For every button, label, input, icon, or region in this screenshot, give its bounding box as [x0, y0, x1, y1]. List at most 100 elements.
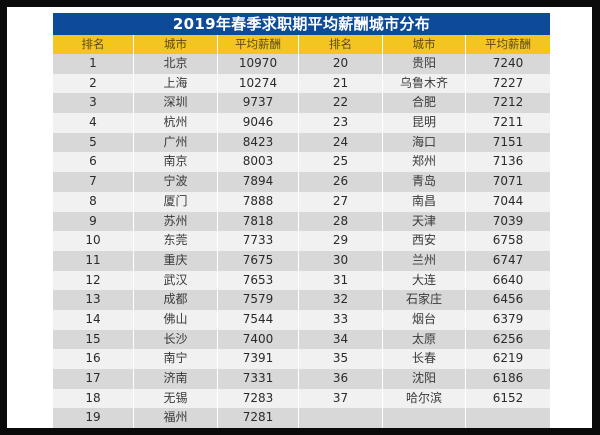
salary-cell: 8423: [218, 132, 299, 153]
salary-cell: 7044: [492, 193, 524, 208]
city-cell: 南宁: [134, 349, 218, 369]
salary-cell: [466, 408, 550, 428]
salary-cell: 7733: [218, 231, 299, 251]
rank-cell: 10: [53, 231, 134, 251]
city-cell: 海口: [383, 132, 466, 153]
rank-cell: 31: [299, 270, 383, 291]
salary-cell: 6640: [492, 272, 524, 287]
city-cell: 杭州: [134, 113, 218, 133]
city-cell: 贵阳: [383, 54, 466, 74]
table-row: 16 南宁 7391 35 长春 6219: [53, 349, 550, 369]
rank-cell: 28: [299, 211, 383, 232]
table-row: 10 东莞 7733 29 西安 6758: [53, 231, 550, 251]
city-cell: 武汉: [134, 270, 218, 291]
city-cell: 无锡: [134, 388, 218, 409]
rank-cell: 18: [53, 388, 134, 409]
rank-cell: 30: [299, 250, 383, 271]
city-cell: [383, 408, 466, 429]
rank-cell: 16: [53, 349, 134, 369]
image-canvas: 2019年春季求职期平均薪酬城市分布 排名 城市 平均薪酬 排名 城市 平均薪酬…: [7, 7, 592, 429]
rank-cell: 2: [53, 73, 134, 94]
salary-cell: 6219: [492, 351, 524, 366]
rank-cell: 12: [53, 270, 134, 291]
rank-cell: 34: [299, 329, 383, 350]
rank-cell: 6: [53, 152, 134, 173]
salary-cell: 6456: [492, 292, 524, 307]
salary-cell: 7818: [218, 211, 299, 232]
salary-cell: 7212: [492, 95, 524, 110]
city-cell: 重庆: [134, 250, 218, 271]
salary-cell: 7391: [218, 349, 299, 369]
rank-cell: 15: [53, 329, 134, 350]
rank-cell: 3: [53, 93, 134, 114]
salary-cell: 7544: [218, 309, 299, 330]
city-cell: 青岛: [383, 172, 466, 192]
salary-cell: 7894: [218, 172, 299, 192]
table-body: 1 北京 10970 20 贵阳 7240 2 上海 10274 21 乌鲁木齐 7227 3 深圳 973…: [53, 54, 550, 429]
salary-cell: 7151: [492, 134, 524, 149]
city-cell: 沈阳: [383, 369, 466, 389]
city-cell: 西安: [383, 231, 466, 251]
table-row: 1 北京 10970 20 贵阳 7240: [53, 54, 550, 74]
rank-cell: 24: [299, 132, 383, 153]
table-row: 2 上海 10274 21 乌鲁木齐 7227: [53, 73, 550, 94]
rank-cell: 1: [53, 54, 134, 74]
salary-cell: 6747: [492, 252, 524, 267]
table-row: 9 苏州 7818 28 天津 7039: [53, 211, 550, 232]
city-cell: 昆明: [383, 113, 466, 133]
rank-cell: 32: [299, 290, 383, 310]
rank-cell: [299, 408, 383, 429]
salary-cell: 7888: [218, 191, 299, 212]
salary-cell: 7653: [218, 270, 299, 291]
rank-cell: 8: [53, 191, 134, 212]
rank-cell: 22: [299, 93, 383, 114]
rank-cell: 27: [299, 191, 383, 212]
table-row: 7 宁波 7894 26 青岛 7071: [53, 172, 550, 192]
table-row: 17 济南 7331 36 沈阳 6186: [53, 369, 550, 389]
city-cell: 烟台: [383, 309, 466, 330]
city-cell: 乌鲁木齐: [383, 73, 466, 94]
city-cell: 合肥: [383, 93, 466, 114]
salary-cell: 7039: [492, 213, 524, 228]
table-row: 5 广州 8423 24 海口 7151: [53, 132, 550, 153]
salary-cell: 7227: [492, 75, 524, 90]
salary-cell: 8003: [218, 152, 299, 173]
city-cell: 上海: [134, 73, 218, 94]
city-cell: 哈尔滨: [383, 388, 466, 409]
rank-cell: 33: [299, 309, 383, 330]
salary-cell: 7400: [218, 329, 299, 350]
rank-cell: 36: [299, 369, 383, 389]
city-cell: 长春: [383, 349, 466, 369]
city-cell: 深圳: [134, 93, 218, 114]
salary-cell: 9737: [218, 93, 299, 114]
salary-cell: 9046: [218, 113, 299, 133]
rank-cell: 26: [299, 172, 383, 192]
city-cell: 北京: [134, 54, 218, 74]
city-cell: 厦门: [134, 191, 218, 212]
table-row: 4 杭州 9046 23 昆明 7211: [53, 113, 550, 133]
salary-cell: 6256: [492, 331, 524, 346]
table-row: 6 南京 8003 25 郑州 7136: [53, 152, 550, 173]
rank-cell: 4: [53, 113, 134, 133]
salary-cell: 7283: [218, 388, 299, 409]
city-cell: 济南: [134, 369, 218, 389]
salary-ranking-table: 2019年春季求职期平均薪酬城市分布 排名 城市 平均薪酬 排名 城市 平均薪酬…: [53, 13, 550, 429]
salary-cell: 6379: [492, 311, 524, 326]
city-cell: 长沙: [134, 329, 218, 350]
rank-cell: 29: [299, 231, 383, 251]
rank-cell: 9: [53, 211, 134, 232]
table-row: 8 厦门 7888 27 南昌 7044: [53, 191, 550, 212]
header-salary-left: 平均薪酬: [218, 35, 299, 54]
salary-cell: 10970: [218, 54, 299, 74]
salary-cell: 6186: [492, 371, 524, 385]
city-cell: 天津: [383, 211, 466, 232]
city-cell: 东莞: [134, 231, 218, 251]
city-cell: 大连: [383, 270, 466, 291]
rank-cell: 37: [299, 388, 383, 409]
salary-cell: 6758: [492, 233, 524, 248]
city-cell: 太原: [383, 329, 466, 350]
salary-cell: 7071: [492, 174, 524, 189]
header-salary-right: 平均薪酬: [485, 37, 531, 51]
city-cell: 佛山: [134, 309, 218, 330]
salary-cell: 10274: [218, 73, 299, 94]
